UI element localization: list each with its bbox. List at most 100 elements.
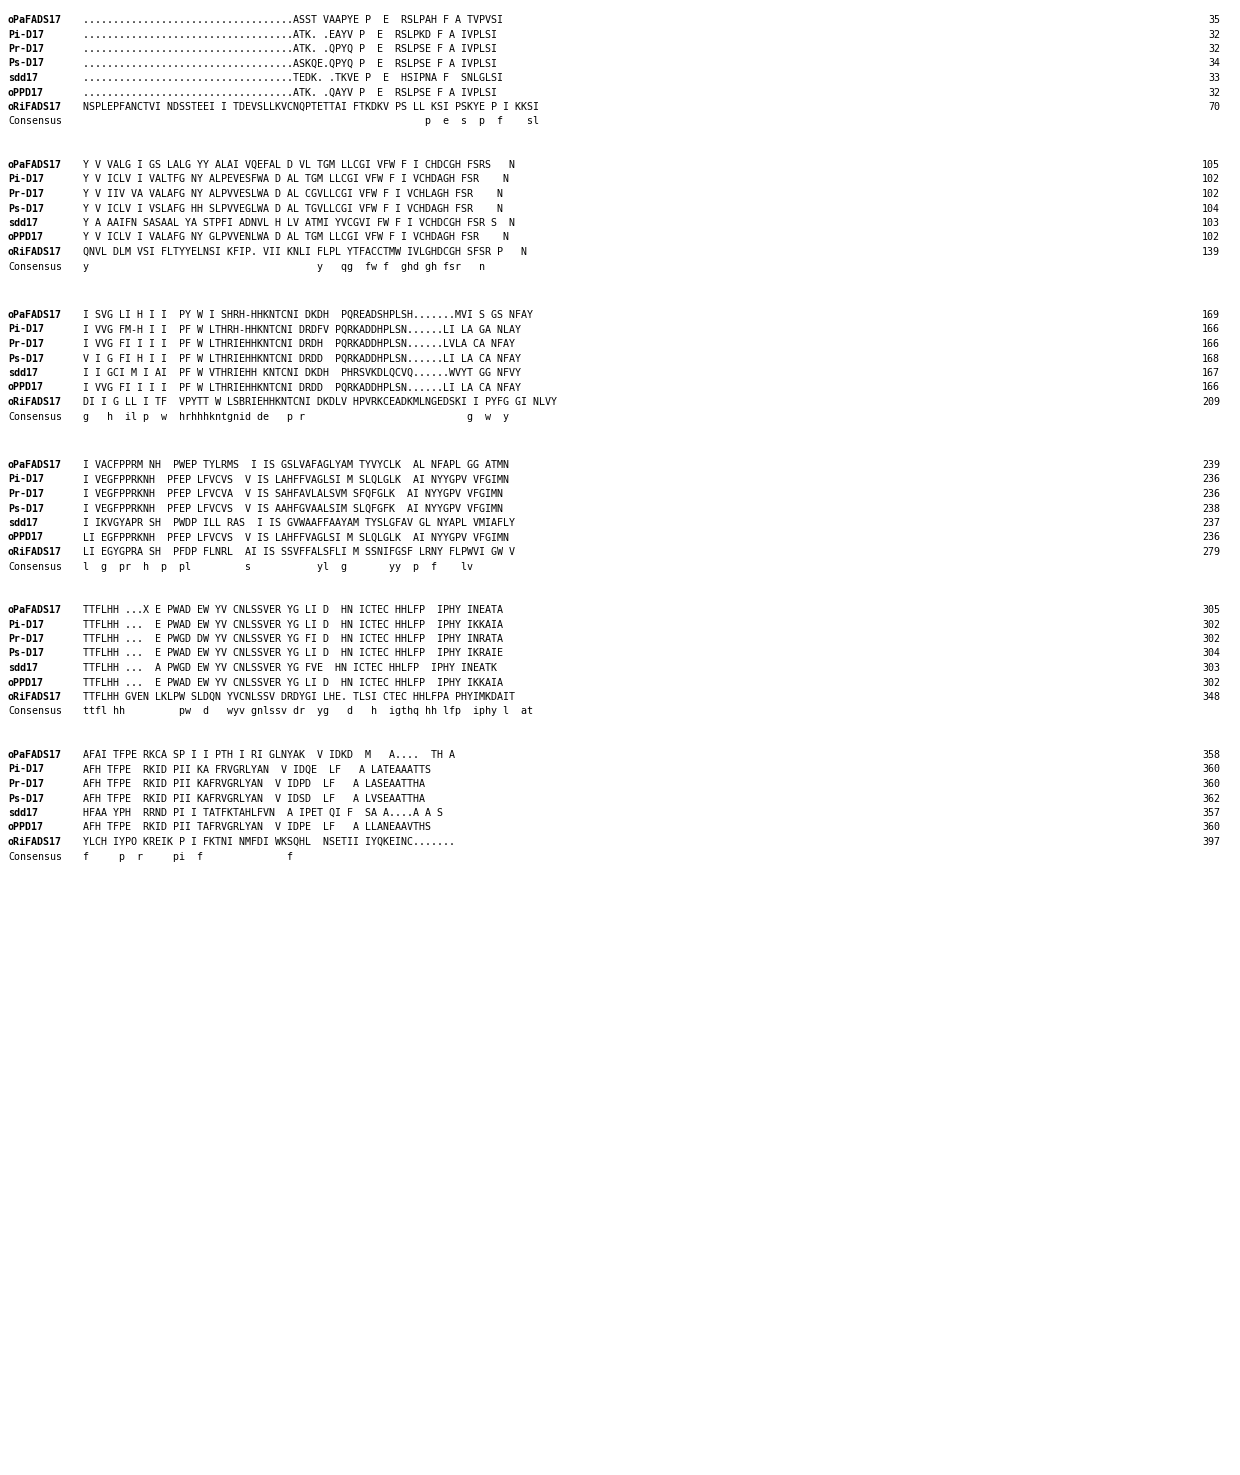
Text: 279: 279	[1202, 547, 1220, 558]
Text: 32: 32	[1208, 87, 1220, 97]
Text: ...................................ATK. .EAYV P  E  RSLPKD F A IVPLSI: ...................................ATK. …	[83, 30, 497, 40]
Text: 360: 360	[1202, 823, 1220, 832]
Text: 238: 238	[1202, 503, 1220, 513]
Text: oRiFADS17: oRiFADS17	[7, 397, 62, 407]
Text: oPaFADS17: oPaFADS17	[7, 310, 62, 320]
Text: Pi-D17: Pi-D17	[7, 174, 43, 184]
Text: I VEGFPPRKNH  PFEP LFVCVA  V IS SAHFAVLALSVM SFQFGLK  AI NYYGPV VFGIMN: I VEGFPPRKNH PFEP LFVCVA V IS SAHFAVLALS…	[83, 490, 503, 499]
Text: I VEGFPPRKNH  PFEP LFVCVS  V IS AAHFGVAALSIM SLQFGFK  AI NYYGPV VFGIMN: I VEGFPPRKNH PFEP LFVCVS V IS AAHFGVAALS…	[83, 503, 503, 513]
Text: Pr-D17: Pr-D17	[7, 339, 43, 350]
Text: g   h  il p  w  hrhhhkntgnid de   p r                           g  w  y: g h il p w hrhhhkntgnid de p r g w y	[83, 412, 508, 422]
Text: oPPD17: oPPD17	[7, 677, 43, 687]
Text: 70: 70	[1208, 102, 1220, 112]
Text: oPPD17: oPPD17	[7, 87, 43, 97]
Text: NSPLEPFANCTVI NDSSTEEI I TDEVSLLKVCNQPTETTAI FTKDKV PS LL KSI PSKYE P I KKSI: NSPLEPFANCTVI NDSSTEEI I TDEVSLLKVCNQPTE…	[83, 102, 539, 112]
Text: 358: 358	[1202, 749, 1220, 760]
Text: 305: 305	[1202, 605, 1220, 615]
Text: ...................................TEDK. .TKVE P  E  HSIPNA F  SNLGLSI: ...................................TEDK.…	[83, 72, 503, 83]
Text: oPPD17: oPPD17	[7, 233, 43, 242]
Text: ...................................ASKQE.QPYQ P  E  RSLPSE F A IVPLSI: ...................................ASKQE…	[83, 59, 497, 68]
Text: oPPD17: oPPD17	[7, 823, 43, 832]
Text: Consensus: Consensus	[7, 412, 62, 422]
Text: Consensus: Consensus	[7, 851, 62, 861]
Text: 360: 360	[1202, 764, 1220, 774]
Text: 360: 360	[1202, 779, 1220, 789]
Text: 357: 357	[1202, 808, 1220, 819]
Text: 304: 304	[1202, 649, 1220, 658]
Text: Consensus: Consensus	[7, 562, 62, 571]
Text: 237: 237	[1202, 518, 1220, 528]
Text: 236: 236	[1202, 532, 1220, 543]
Text: Ps-D17: Ps-D17	[7, 649, 43, 658]
Text: oPPD17: oPPD17	[7, 532, 43, 543]
Text: oRiFADS17: oRiFADS17	[7, 547, 62, 558]
Text: HFAA YPH  RRND PI I TATFKTAHLFVN  A IPET QI F  SA A....A A S: HFAA YPH RRND PI I TATFKTAHLFVN A IPET Q…	[83, 808, 443, 819]
Text: 168: 168	[1202, 354, 1220, 363]
Text: 139: 139	[1202, 246, 1220, 257]
Text: TTFLHH ...  E PWAD EW YV CNLSSVER YG LI D  HN ICTEC HHLFP  IPHY IKRAIE: TTFLHH ... E PWAD EW YV CNLSSVER YG LI D…	[83, 649, 503, 658]
Text: oRiFADS17: oRiFADS17	[7, 836, 62, 847]
Text: 302: 302	[1202, 634, 1220, 645]
Text: Y A AAIFN SASAAL YA STPFI ADNVL H LV ATMI YVCGVI FW F I VCHDCGH FSR S  N: Y A AAIFN SASAAL YA STPFI ADNVL H LV ATM…	[83, 218, 515, 229]
Text: Y V ICLV I VALAFG NY GLPVVENLWA D AL TGM LLCGI VFW F I VCHDAGH FSR    N: Y V ICLV I VALAFG NY GLPVVENLWA D AL TGM…	[83, 233, 508, 242]
Text: sdd17: sdd17	[7, 72, 38, 83]
Text: 103: 103	[1202, 218, 1220, 229]
Text: sdd17: sdd17	[7, 367, 38, 378]
Text: Pi-D17: Pi-D17	[7, 475, 43, 484]
Text: I VVG FM-H I I  PF W LTHRH-HHKNTCNI DRDFV PQRKADDHPLSN......LI LA GA NLAY: I VVG FM-H I I PF W LTHRH-HHKNTCNI DRDFV…	[83, 324, 521, 335]
Text: Pr-D17: Pr-D17	[7, 779, 43, 789]
Text: Pi-D17: Pi-D17	[7, 30, 43, 40]
Text: Y V VALG I GS LALG YY ALAI VQEFAL D VL TGM LLCGI VFW F I CHDCGH FSRS   N: Y V VALG I GS LALG YY ALAI VQEFAL D VL T…	[83, 159, 515, 170]
Text: Consensus: Consensus	[7, 707, 62, 717]
Text: I VEGFPPRKNH  PFEP LFVCVS  V IS LAHFFVAGLSI M SLQLGLK  AI NYYGPV VFGIMN: I VEGFPPRKNH PFEP LFVCVS V IS LAHFFVAGLS…	[83, 475, 508, 484]
Text: sdd17: sdd17	[7, 218, 38, 229]
Text: TTFLHH ...  E PWGD DW YV CNLSSVER YG FI D  HN ICTEC HHLFP  IPHY INRATA: TTFLHH ... E PWGD DW YV CNLSSVER YG FI D…	[83, 634, 503, 645]
Text: TTFLHH ...  A PWGD EW YV CNLSSVER YG FVE  HN ICTEC HHLFP  IPHY INEATK: TTFLHH ... A PWGD EW YV CNLSSVER YG FVE …	[83, 662, 497, 673]
Text: ...................................ASST VAAPYE P  E  RSLPAH F A TVPVSI: ...................................ASST …	[83, 15, 503, 25]
Text: Consensus: Consensus	[7, 117, 62, 127]
Text: I SVG LI H I I  PY W I SHRH-HHKNTCNI DKDH  PQREADSHPLSH.......MVI S GS NFAY: I SVG LI H I I PY W I SHRH-HHKNTCNI DKDH…	[83, 310, 533, 320]
Text: oRiFADS17: oRiFADS17	[7, 692, 62, 702]
Text: 236: 236	[1202, 475, 1220, 484]
Text: 104: 104	[1202, 204, 1220, 214]
Text: oPaFADS17: oPaFADS17	[7, 159, 62, 170]
Text: 348: 348	[1202, 692, 1220, 702]
Text: V I G FI H I I  PF W LTHRIEHHKNTCNI DRDD  PQRKADDHPLSN......LI LA CA NFAY: V I G FI H I I PF W LTHRIEHHKNTCNI DRDD …	[83, 354, 521, 363]
Text: 35: 35	[1208, 15, 1220, 25]
Text: TTFLHH ...  E PWAD EW YV CNLSSVER YG LI D  HN ICTEC HHLFP  IPHY IKKAIA: TTFLHH ... E PWAD EW YV CNLSSVER YG LI D…	[83, 677, 503, 687]
Text: 32: 32	[1208, 30, 1220, 40]
Text: 166: 166	[1202, 324, 1220, 335]
Text: sdd17: sdd17	[7, 518, 38, 528]
Text: ...................................ATK. .QAYV P  E  RSLPSE F A IVPLSI: ...................................ATK. …	[83, 87, 497, 97]
Text: oPaFADS17: oPaFADS17	[7, 15, 62, 25]
Text: AFH TFPE  RKID PII KAFRVGRLYAN  V IDPD  LF   A LASEAATTHA: AFH TFPE RKID PII KAFRVGRLYAN V IDPD LF …	[83, 779, 425, 789]
Text: Y V IIV VA VALAFG NY ALPVVESLWA D AL CGVLLCGI VFW F I VCHLAGH FSR    N: Y V IIV VA VALAFG NY ALPVVESLWA D AL CGV…	[83, 189, 503, 199]
Text: ttfl hh         pw  d   wyv gnlssv dr  yg   d   h  igthq hh lfp  iphy l  at: ttfl hh pw d wyv gnlssv dr yg d h igthq …	[83, 707, 533, 717]
Text: oPPD17: oPPD17	[7, 382, 43, 392]
Text: oPaFADS17: oPaFADS17	[7, 749, 62, 760]
Text: Pi-D17: Pi-D17	[7, 764, 43, 774]
Text: f     p  r     pi  f              f: f p r pi f f	[83, 851, 293, 861]
Text: 169: 169	[1202, 310, 1220, 320]
Text: 209: 209	[1202, 397, 1220, 407]
Text: I VVG FI I I I  PF W LTHRIEHHKNTCNI DRDH  PQRKADDHPLSN......LVLA CA NFAY: I VVG FI I I I PF W LTHRIEHHKNTCNI DRDH …	[83, 339, 515, 350]
Text: Ps-D17: Ps-D17	[7, 794, 43, 804]
Text: I IKVGYAPR SH  PWDP ILL RAS  I IS GVWAAFFAAYAM TYSLGFAV GL NYAPL VMIAFLY: I IKVGYAPR SH PWDP ILL RAS I IS GVWAAFFA…	[83, 518, 515, 528]
Text: DI I G LL I TF  VPYTT W LSBRIEHHKNTCNI DKDLV HPVRKCEADKMLNGEDSKI I PYFG GI NLVY: DI I G LL I TF VPYTT W LSBRIEHHKNTCNI DK…	[83, 397, 557, 407]
Text: I VVG FI I I I  PF W LTHRIEHHKNTCNI DRDD  PQRKADDHPLSN......LI LA CA NFAY: I VVG FI I I I PF W LTHRIEHHKNTCNI DRDD …	[83, 382, 521, 392]
Text: l  g  pr  h  p  pl         s           yl  g       yy  p  f    lv: l g pr h p pl s yl g yy p f lv	[83, 562, 472, 571]
Text: 166: 166	[1202, 382, 1220, 392]
Text: sdd17: sdd17	[7, 662, 38, 673]
Text: ...................................ATK. .QPYQ P  E  RSLPSE F A IVPLSI: ...................................ATK. …	[83, 44, 497, 55]
Text: LI EGFPPRKNH  PFEP LFVCVS  V IS LAHFFVAGLSI M SLQLGLK  AI NYYGPV VFGIMN: LI EGFPPRKNH PFEP LFVCVS V IS LAHFFVAGLS…	[83, 532, 508, 543]
Text: oRiFADS17: oRiFADS17	[7, 246, 62, 257]
Text: Pi-D17: Pi-D17	[7, 324, 43, 335]
Text: AFAI TFPE RKCA SP I I PTH I RI GLNYAK  V IDKD  M   A....  TH A: AFAI TFPE RKCA SP I I PTH I RI GLNYAK V …	[83, 749, 455, 760]
Text: Ps-D17: Ps-D17	[7, 354, 43, 363]
Text: Ps-D17: Ps-D17	[7, 204, 43, 214]
Text: 239: 239	[1202, 460, 1220, 471]
Text: Ps-D17: Ps-D17	[7, 503, 43, 513]
Text: 167: 167	[1202, 367, 1220, 378]
Text: 166: 166	[1202, 339, 1220, 350]
Text: oRiFADS17: oRiFADS17	[7, 102, 62, 112]
